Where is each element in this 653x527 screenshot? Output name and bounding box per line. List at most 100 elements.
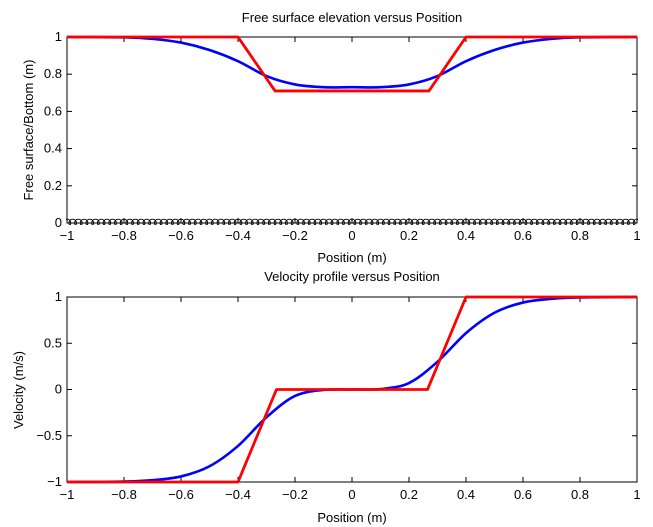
elevation-marker-point <box>535 218 545 225</box>
elevation-marker-point <box>233 218 243 225</box>
velocity-y-tick-label: 0 <box>55 382 62 397</box>
elevation-marker-point <box>353 218 362 225</box>
elevation-marker-point <box>171 218 180 225</box>
elevation-marker-point <box>495 218 505 225</box>
elevation-marker-point <box>444 218 454 225</box>
elevation-marker-point <box>581 218 590 225</box>
elevation-marker-point <box>399 218 408 225</box>
elevation-marker-point <box>530 218 539 225</box>
elevation-blue-curve <box>66 35 638 89</box>
elevation-marker-point <box>461 218 471 225</box>
elevation-marker-point <box>302 218 311 225</box>
elevation-marker-point <box>507 218 516 225</box>
elevation-marker-point <box>347 218 357 225</box>
velocity-title: Velocity profile versus Position <box>264 269 440 284</box>
elevation-marker-point <box>364 218 374 225</box>
elevation-x-tick-label: 0.4 <box>457 228 475 243</box>
elevation-x-tick-label: −0.2 <box>282 228 308 243</box>
elevation-x-tick-label: 0.8 <box>571 228 589 243</box>
elevation-marker-point <box>592 218 602 225</box>
elevation-marker-point <box>85 218 95 225</box>
elevation-marker-point <box>205 218 214 225</box>
elevation-panel: Free surface elevation versus Position P… <box>21 10 641 265</box>
elevation-x-tick-label: 0 <box>348 228 355 243</box>
elevation-marker-point <box>66 218 72 225</box>
elevation-marker-point <box>119 218 129 225</box>
velocity-x-tick-label: −1 <box>60 487 75 502</box>
elevation-marker-point <box>114 218 123 225</box>
elevation-marker-point <box>627 218 636 225</box>
elevation-marker-point <box>370 218 380 225</box>
elevation-marker-point <box>359 218 368 225</box>
elevation-marker-point <box>319 218 328 225</box>
elevation-marker-point <box>79 218 89 225</box>
elevation-marker-point <box>410 218 419 225</box>
elevation-marker-point <box>142 218 152 225</box>
elevation-y-tick-label: 0.8 <box>44 66 62 81</box>
elevation-marker-point <box>279 218 288 225</box>
elevation-marker-point <box>427 218 437 225</box>
elevation-marker-point <box>131 218 140 225</box>
velocity-x-label: Position (m) <box>317 510 386 525</box>
elevation-marker-point <box>513 218 522 225</box>
elevation-marker-point <box>404 218 414 225</box>
elevation-marker-point <box>615 218 625 225</box>
elevation-y-tick-label: 1 <box>55 29 62 44</box>
elevation-x-tick-label: −0.4 <box>225 228 251 243</box>
elevation-marker-point <box>393 218 402 225</box>
elevation-marker-point <box>262 218 271 225</box>
elevation-marker-point <box>421 218 431 225</box>
velocity-y-tick-label: −1 <box>47 474 62 489</box>
elevation-marker-point <box>210 218 220 225</box>
elevation-marker-point <box>433 218 442 225</box>
elevation-marker-point <box>547 218 556 225</box>
velocity-x-tick-label: −0.2 <box>282 487 308 502</box>
elevation-marker-point <box>182 218 191 225</box>
velocity-x-tick-label: 0.2 <box>400 487 418 502</box>
elevation-marker-point <box>376 218 385 225</box>
elevation-marker-point <box>381 218 391 225</box>
elevation-marker-point <box>216 218 226 225</box>
elevation-marker-point <box>324 218 334 225</box>
elevation-marker-point <box>267 218 277 225</box>
elevation-marker-point <box>91 218 100 225</box>
velocity-y-tick-label: −0.5 <box>36 428 62 443</box>
elevation-marker-point <box>330 218 340 225</box>
elevation-marker-point <box>199 218 209 225</box>
elevation-marker-point <box>108 218 117 225</box>
elevation-marker-point <box>632 218 638 225</box>
elevation-x-tick-label: 0.6 <box>514 228 532 243</box>
elevation-marker-point <box>501 218 511 225</box>
elevation-marker-point <box>285 218 294 225</box>
elevation-marker-point <box>558 218 568 225</box>
elevation-y-tick-label: 0.2 <box>44 178 62 193</box>
velocity-x-tick-label: 0.4 <box>457 487 475 502</box>
elevation-marker-point <box>176 218 186 225</box>
elevation-marker-point <box>148 218 157 225</box>
elevation-marker-point <box>416 218 425 225</box>
velocity-red-piecewise-line <box>67 295 637 484</box>
elevation-marker-point <box>575 218 585 225</box>
elevation-marker-point <box>570 218 579 225</box>
velocity-x-tick-label: −0.4 <box>225 487 251 502</box>
elevation-marker-point <box>456 218 465 225</box>
elevation-marker-point <box>228 218 237 225</box>
elevation-marker-point <box>188 218 197 225</box>
elevation-marker-point <box>102 218 112 225</box>
velocity-x-tick-label: 0 <box>348 487 355 502</box>
elevation-x-tick-label: −0.8 <box>111 228 137 243</box>
elevation-marker-point <box>490 218 499 225</box>
velocity-plot-area <box>66 295 638 484</box>
elevation-y-tick-label: 0 <box>55 215 62 230</box>
elevation-marker-point <box>256 218 266 225</box>
velocity-panel: Velocity profile versus Position Positio… <box>11 269 641 525</box>
velocity-y-label: Velocity (m/s) <box>11 351 26 429</box>
elevation-marker-point <box>604 218 613 225</box>
velocity-x-tick-label: 0.8 <box>571 487 589 502</box>
elevation-marker-point <box>450 218 459 225</box>
elevation-marker-point <box>313 218 323 225</box>
elevation-marker-point <box>518 218 528 225</box>
elevation-x-tick-label: −0.6 <box>168 228 194 243</box>
elevation-marker-point <box>307 218 317 225</box>
